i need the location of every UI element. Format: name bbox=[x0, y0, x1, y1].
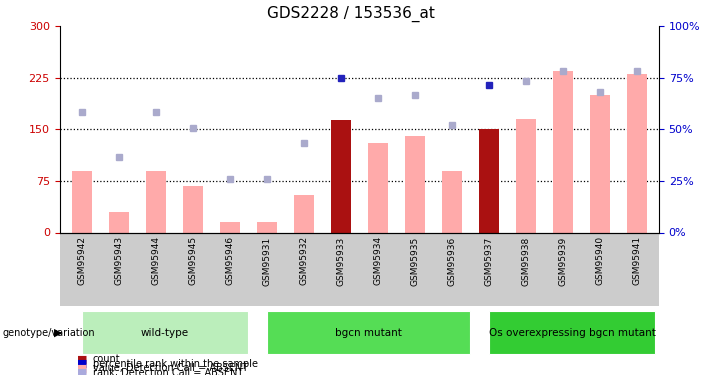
Text: ▶: ▶ bbox=[54, 328, 62, 338]
Bar bbox=[109, 212, 129, 232]
Text: GSM95931: GSM95931 bbox=[262, 236, 271, 285]
Text: GDS2228 / 153536_at: GDS2228 / 153536_at bbox=[266, 6, 435, 22]
Bar bbox=[404, 136, 425, 232]
Bar bbox=[627, 74, 647, 232]
Text: GSM95936: GSM95936 bbox=[447, 236, 456, 285]
Bar bbox=[442, 171, 462, 232]
Bar bbox=[219, 222, 240, 232]
Text: GSM95942: GSM95942 bbox=[77, 236, 86, 285]
Text: GSM95935: GSM95935 bbox=[410, 236, 419, 285]
Text: ■: ■ bbox=[77, 354, 88, 364]
Bar bbox=[294, 195, 314, 232]
Text: GSM95943: GSM95943 bbox=[114, 236, 123, 285]
Text: percentile rank within the sample: percentile rank within the sample bbox=[93, 359, 257, 369]
Text: bgcn mutant: bgcn mutant bbox=[335, 328, 402, 338]
Bar bbox=[331, 120, 351, 232]
Text: GSM95939: GSM95939 bbox=[558, 236, 567, 285]
Text: GSM95946: GSM95946 bbox=[225, 236, 234, 285]
Text: GSM95937: GSM95937 bbox=[484, 236, 494, 285]
Text: GSM95945: GSM95945 bbox=[189, 236, 197, 285]
Text: ■: ■ bbox=[77, 368, 88, 375]
Text: count: count bbox=[93, 354, 120, 364]
Text: GSM95932: GSM95932 bbox=[299, 236, 308, 285]
Text: wild-type: wild-type bbox=[141, 328, 189, 338]
Text: GSM95938: GSM95938 bbox=[522, 236, 530, 285]
Text: value, Detection Call = ABSENT: value, Detection Call = ABSENT bbox=[93, 363, 247, 373]
Bar bbox=[182, 186, 203, 232]
Text: ■: ■ bbox=[77, 359, 88, 369]
Text: GSM95934: GSM95934 bbox=[373, 236, 382, 285]
Bar bbox=[72, 171, 92, 232]
Bar bbox=[552, 71, 573, 232]
Text: GSM95940: GSM95940 bbox=[595, 236, 604, 285]
Text: rank, Detection Call = ABSENT: rank, Detection Call = ABSENT bbox=[93, 368, 243, 375]
Bar bbox=[479, 129, 499, 232]
Text: GSM95933: GSM95933 bbox=[336, 236, 346, 285]
Text: GSM95944: GSM95944 bbox=[151, 236, 161, 285]
Text: Os overexpressing bgcn mutant: Os overexpressing bgcn mutant bbox=[489, 328, 655, 338]
Bar bbox=[515, 119, 536, 232]
Text: genotype/variation: genotype/variation bbox=[2, 328, 95, 338]
Text: GSM95941: GSM95941 bbox=[632, 236, 641, 285]
Bar bbox=[590, 95, 610, 232]
Text: ■: ■ bbox=[77, 363, 88, 373]
Bar bbox=[367, 143, 388, 232]
Bar bbox=[146, 171, 166, 232]
Bar bbox=[257, 222, 277, 232]
